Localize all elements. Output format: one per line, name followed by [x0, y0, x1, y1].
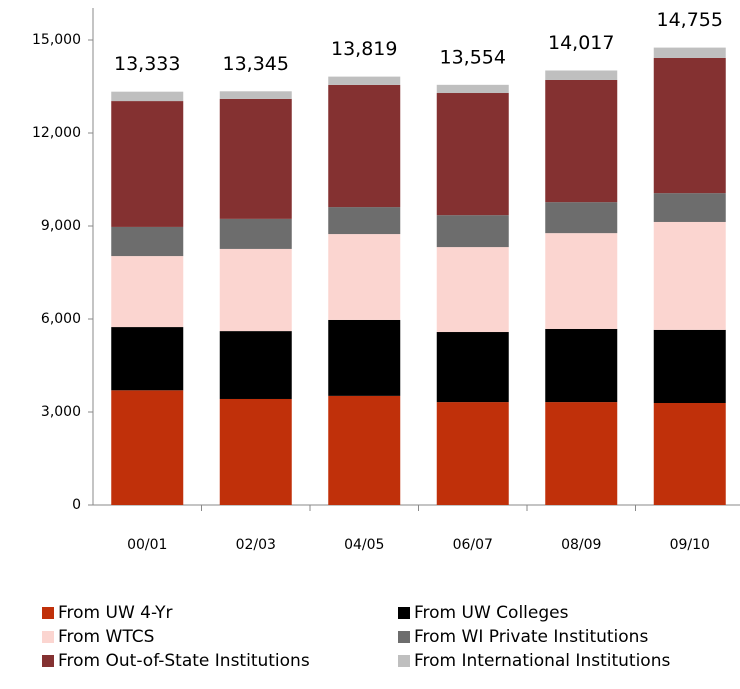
bar-segment — [111, 101, 184, 227]
bar-segment — [653, 221, 726, 330]
legend-label: From UW 4-Yr — [58, 603, 172, 623]
bar-segment — [328, 207, 401, 235]
bar-segment — [111, 256, 184, 328]
bar-segment — [111, 226, 184, 257]
total-label: 13,819 — [331, 38, 397, 60]
bar-segment — [436, 332, 509, 403]
bar-segment — [219, 218, 292, 249]
legend-label: From UW Colleges — [414, 603, 569, 623]
total-label: 13,345 — [223, 53, 289, 75]
bar-segment — [545, 328, 618, 403]
bar-segment — [436, 84, 509, 94]
total-label: 13,333 — [114, 53, 180, 75]
y-tick-label: 12,000 — [32, 125, 81, 141]
x-tick-label: 04/05 — [344, 537, 384, 553]
legend-label: From International Institutions — [414, 651, 670, 671]
y-tick-label: 6,000 — [41, 311, 81, 327]
legend-swatch — [42, 655, 54, 667]
bar-segment — [653, 57, 726, 194]
bar-segment — [436, 215, 509, 248]
total-label: 14,755 — [657, 9, 723, 31]
bar-segment — [436, 93, 509, 216]
bar-segment — [436, 402, 509, 505]
bar-segment — [328, 319, 401, 396]
bar-segment — [328, 234, 401, 320]
bar-segment — [545, 202, 618, 234]
bar-segment — [328, 84, 401, 208]
legend-label: From WI Private Institutions — [414, 627, 648, 647]
bar-segment — [219, 91, 292, 99]
bar-segment — [219, 98, 292, 219]
x-tick-label: 00/01 — [127, 537, 167, 553]
x-tick-label: 08/09 — [561, 537, 601, 553]
legend-swatch — [398, 607, 410, 619]
bar-segment — [219, 398, 292, 505]
total-label: 13,554 — [440, 46, 506, 68]
y-tick-label: 9,000 — [41, 218, 81, 234]
legend-swatch — [42, 631, 54, 643]
x-tick-label: 09/10 — [670, 537, 710, 553]
x-tick-label: 02/03 — [236, 537, 276, 553]
y-tick-label: 15,000 — [32, 32, 81, 48]
bar-segment — [653, 47, 726, 58]
bar-segment — [219, 248, 292, 332]
bar-segment — [545, 402, 618, 505]
bar-segment — [328, 395, 401, 505]
bar-segment — [653, 329, 726, 404]
total-label: 14,017 — [548, 32, 614, 54]
legend-label: From WTCS — [58, 627, 154, 647]
bar-segment — [545, 233, 618, 329]
bar-segment — [111, 327, 184, 391]
bar-segment — [219, 331, 292, 399]
bar-segment — [545, 79, 618, 203]
y-tick-label: 3,000 — [41, 404, 81, 420]
bar-segment — [328, 76, 401, 85]
legend-label: From Out-of-State Institutions — [58, 651, 310, 671]
x-tick-label: 06/07 — [453, 537, 493, 553]
bar-segment — [545, 70, 618, 80]
legend-swatch — [398, 631, 410, 643]
bar-segment — [653, 193, 726, 222]
legend-swatch — [42, 607, 54, 619]
bar-segment — [436, 247, 509, 333]
bar-segment — [111, 390, 184, 505]
legend-swatch — [398, 655, 410, 667]
bar-segment — [653, 403, 726, 505]
bar-segment — [111, 91, 184, 102]
y-tick-label: 0 — [72, 497, 81, 513]
